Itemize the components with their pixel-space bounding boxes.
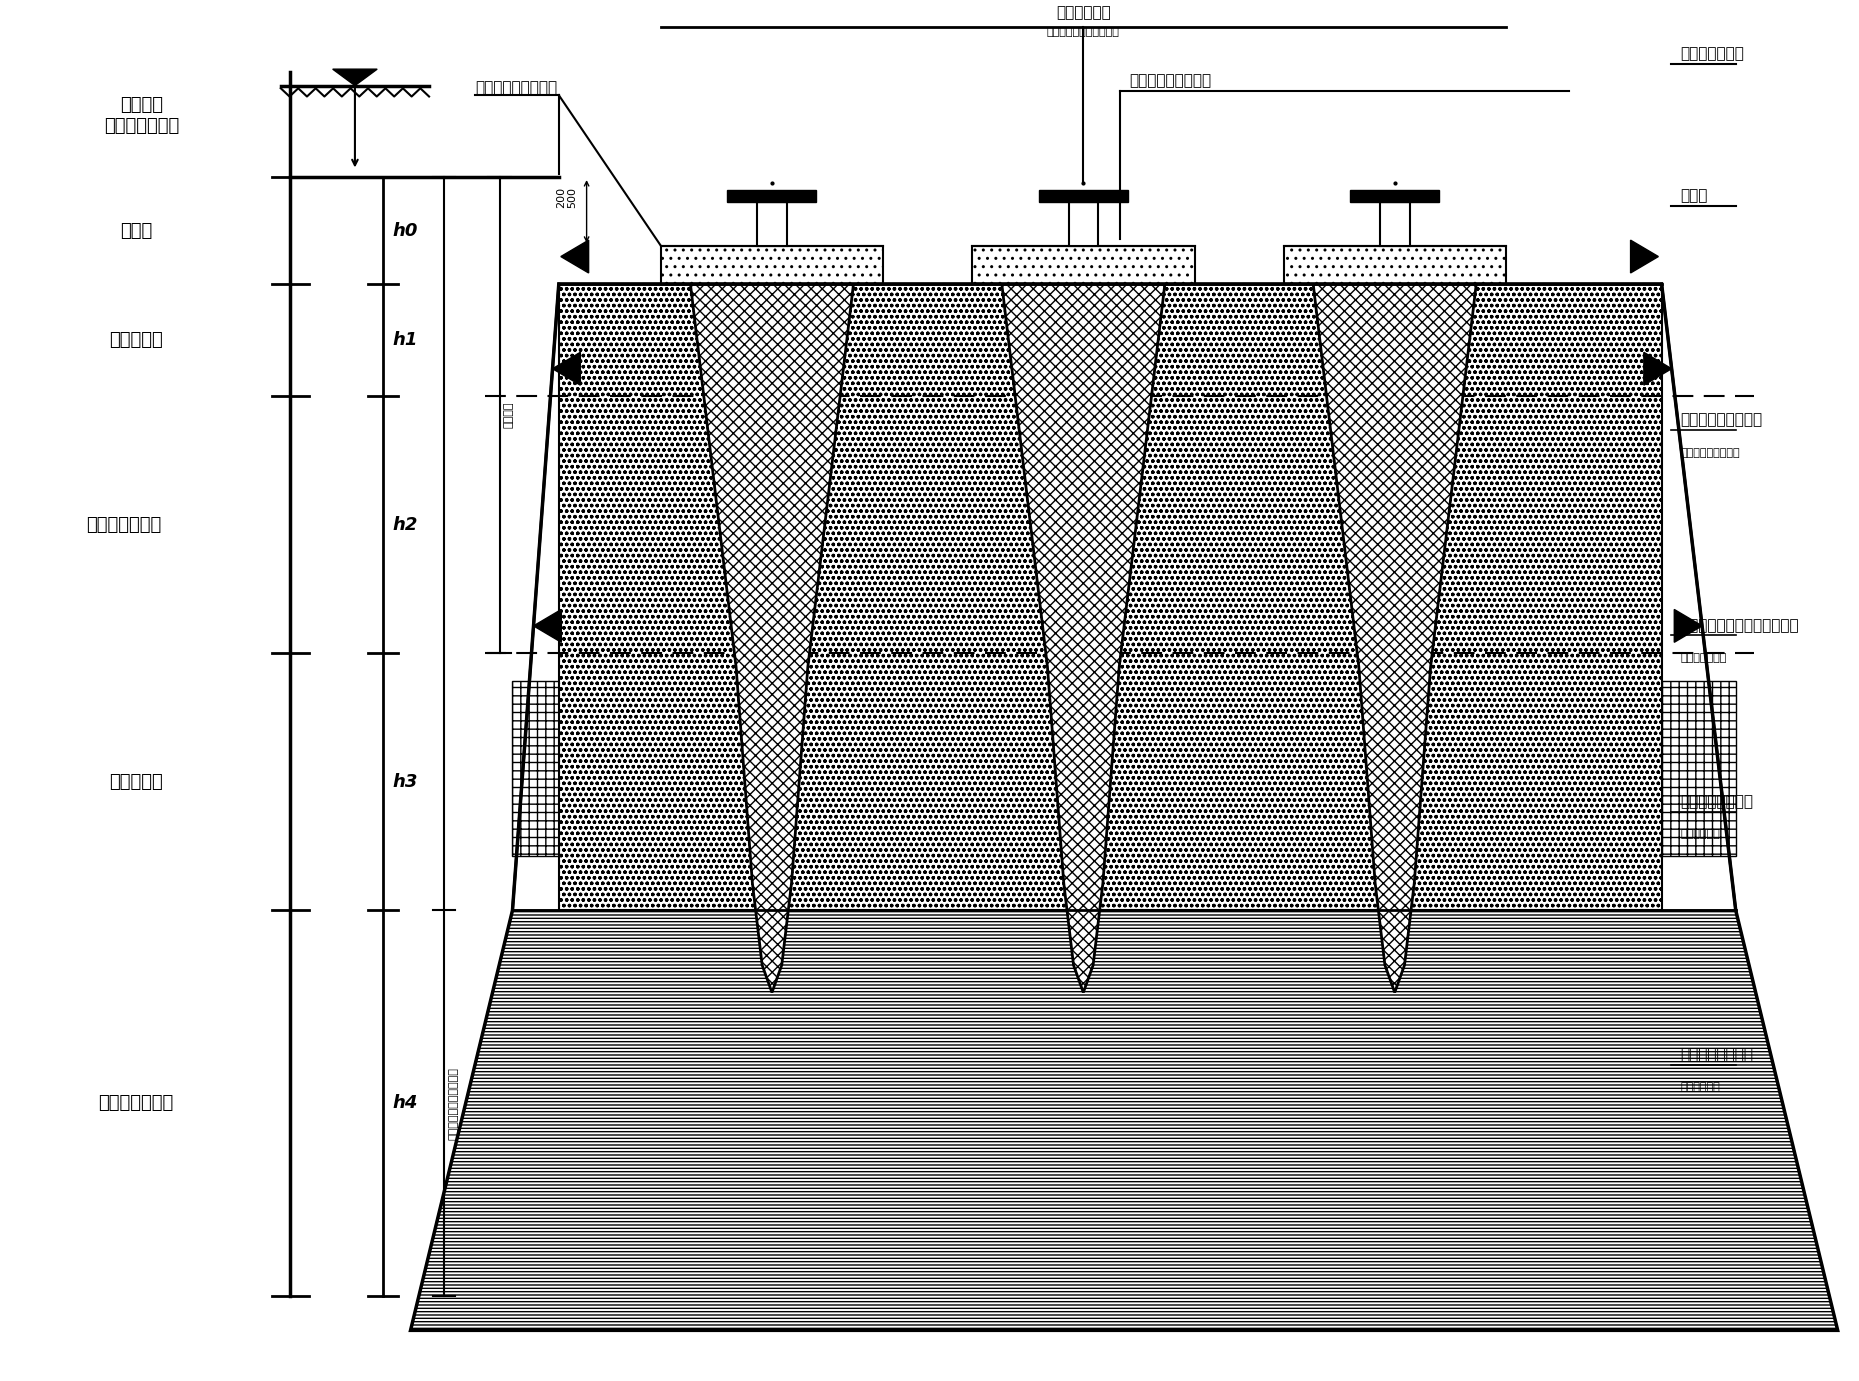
Text: 吹击能影响土体层: 吹击能影响土体层	[1681, 1047, 1753, 1062]
Bar	[1379, 202, 1409, 246]
Polygon shape	[1002, 284, 1166, 993]
Polygon shape	[534, 609, 561, 642]
Polygon shape	[1312, 284, 1476, 993]
Text: （原状土体）: （原状土体）	[1681, 829, 1720, 840]
Text: 有效影响深度区: 有效影响深度区	[99, 1094, 175, 1112]
Bar	[1350, 189, 1439, 202]
Text: h4: h4	[392, 1094, 418, 1112]
Text: 自然地坪
（最初起夹面）: 自然地坪 （最初起夹面）	[104, 97, 180, 135]
Text: （原状土或置换料）: （原状土或置换料）	[1681, 447, 1740, 457]
Text: 圹底被挤密土体层: 圹底被挤密土体层	[1681, 794, 1753, 809]
Text: （条形、独形、筏形址）: （条形、独形、筏形址）	[1047, 26, 1119, 37]
Bar	[1069, 202, 1099, 246]
Text: 上部建筑基础: 上部建筑基础	[1056, 6, 1110, 19]
Text: 加固深度（小型组合锤）: 加固深度（小型组合锤）	[448, 1068, 457, 1139]
Text: （原状土体）: （原状土体）	[1681, 1083, 1720, 1092]
Polygon shape	[1630, 240, 1658, 273]
Text: 深层挤密区: 深层挤密区	[110, 773, 164, 791]
Bar	[727, 189, 816, 202]
Text: h3: h3	[392, 773, 418, 791]
Bar	[1283, 246, 1506, 284]
Text: h0: h0	[392, 221, 418, 239]
Text: 夹沉量: 夹沉量	[121, 221, 152, 239]
Polygon shape	[333, 69, 377, 86]
Text: h2: h2	[392, 515, 418, 533]
Polygon shape	[561, 240, 589, 273]
Bar	[1039, 189, 1128, 202]
Text: 200
500: 200 500	[556, 188, 578, 209]
Text: 吹实（置换）圹体层: 吹实（置换）圹体层	[1681, 413, 1762, 428]
Bar	[660, 246, 883, 284]
Text: 圹间被挤密影响土体: 圹间被挤密影响土体	[1130, 73, 1212, 88]
Text: 增强体: 增强体	[1681, 188, 1708, 203]
Polygon shape	[411, 910, 1839, 1330]
Polygon shape	[513, 681, 1736, 856]
Text: h1: h1	[392, 331, 418, 349]
Text: 中层挤密置换区: 中层挤密置换区	[86, 515, 162, 533]
Text: 吹坑底部被吹实的混合土体层: 吹坑底部被吹实的混合土体层	[1681, 617, 1800, 632]
Polygon shape	[1643, 352, 1671, 385]
Polygon shape	[552, 352, 580, 385]
Polygon shape	[690, 284, 853, 993]
Bar	[757, 202, 786, 246]
Text: （分天时欢入）: （分天时欢入）	[1681, 653, 1727, 663]
Text: 锤体长度: 锤体长度	[504, 402, 513, 428]
Text: 圹周被挤密土体: 圹周被挤密土体	[1681, 46, 1744, 61]
Polygon shape	[560, 284, 1662, 910]
Bar	[972, 246, 1195, 284]
Text: 浅层吹实区: 浅层吹实区	[110, 331, 164, 349]
Text: 顶端松散层（凿除）: 顶端松散层（凿除）	[476, 80, 558, 95]
Polygon shape	[1675, 609, 1703, 642]
